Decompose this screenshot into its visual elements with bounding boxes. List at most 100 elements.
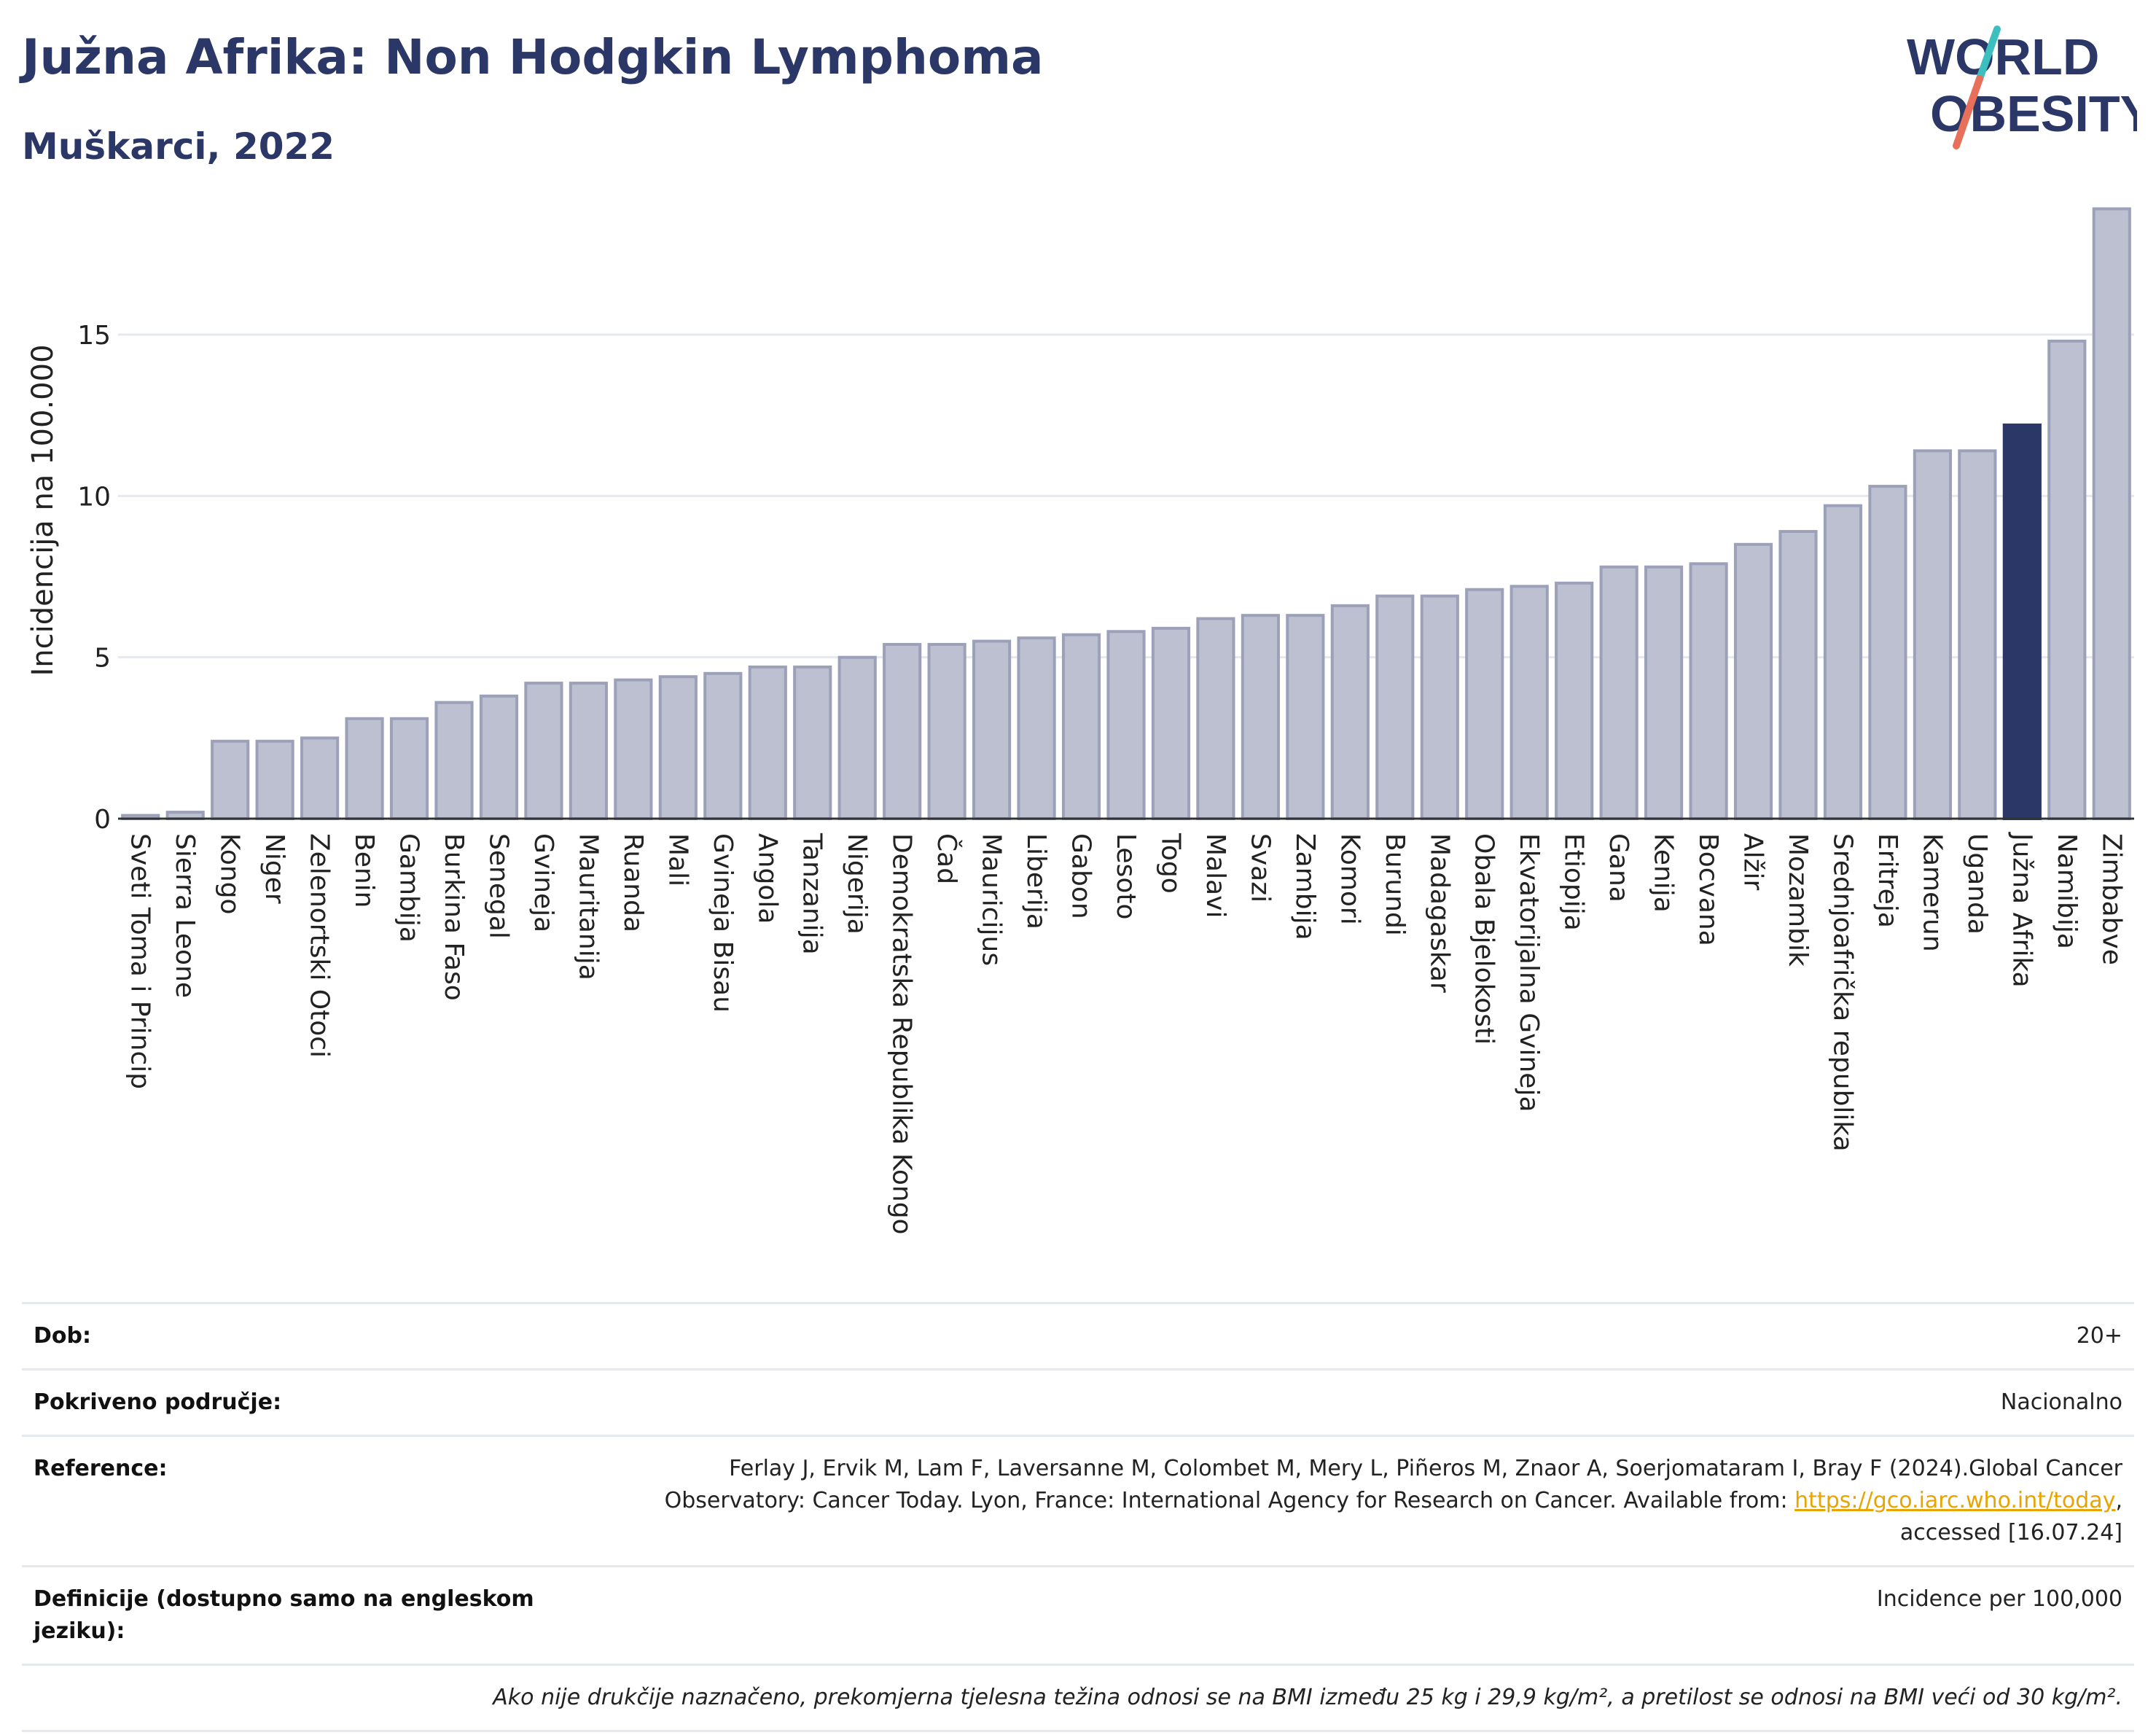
x-tick-label: Svazi [1245, 833, 1275, 902]
x-tick-label: Zimbabve [2096, 833, 2126, 965]
bar-zelenortski-otoci [300, 736, 340, 820]
bar-mauricijus [972, 639, 1012, 820]
logo-slash-top [1976, 26, 2001, 82]
bar-chart: Sveti Toma i Princip Sierra Leone Kongo Nig… [26, 207, 2134, 1235]
x-tick-labels: Sveti Toma i Princip Sierra Leone Kongo Nig… [125, 832, 2127, 1235]
x-tick-label: Mali [663, 833, 692, 886]
x-tick-label: Burundi [1380, 833, 1410, 936]
reference-link[interactable]: https://gco.iarc.who.int/today [1794, 1488, 2116, 1513]
bar-benin [345, 717, 384, 821]
logo-line1: WORLD [1907, 28, 2099, 85]
bar-namibija [2047, 339, 2087, 820]
bar-gabon [1061, 633, 1101, 821]
x-tick-label: Madagaskar [1424, 833, 1454, 993]
x-tick-label: Srednjoafrička republika [1827, 833, 1857, 1152]
x-tick-label: Togo [1155, 833, 1185, 894]
x-tick-label: Eritreja [1872, 833, 1902, 928]
x-tick-label: Malavi [1200, 833, 1230, 919]
bar-demokratska-republika-kongo [883, 642, 922, 820]
bar-etiopija [1555, 581, 1594, 821]
bar-zimbabve [2092, 207, 2131, 820]
bar-niger [255, 739, 294, 821]
info-row-note: Ako nije drukčije naznačeno, prekomjerna… [22, 1664, 2134, 1732]
bar-zambija [1286, 614, 1325, 820]
bar-kamerun [1913, 449, 1952, 821]
x-tick-label: Mauritanija [573, 833, 603, 980]
bar-južna-afrika [2002, 423, 2042, 820]
world-obesity-logo: WORLD OBESITY [1907, 26, 2137, 149]
x-tick-label: Sierra Leone [170, 833, 200, 998]
x-tick-label: Bocvana [1693, 833, 1723, 946]
x-tick-label: Mauricijus [977, 833, 1007, 966]
bar-burundi [1375, 594, 1415, 821]
y-tick-label: 10 [77, 482, 111, 512]
bar-mauritanija [569, 682, 608, 820]
x-tick-label: Senegal [483, 833, 513, 939]
bar-nigerija [837, 655, 877, 820]
x-tick-label: Benin [349, 833, 379, 908]
bar-mozambik [1778, 530, 1818, 821]
bar-gvineja [524, 682, 563, 820]
x-tick-label: Gvineja Bisau [708, 833, 738, 1013]
x-tick-label: Tanzanija [797, 833, 827, 955]
x-tick-label: Namibija [2052, 833, 2082, 949]
x-tick-label: Gvineja [528, 833, 558, 932]
x-tick-label: Zelenortski Otoci [305, 833, 335, 1058]
bar-ruanda [614, 678, 653, 820]
x-tick-label: Sveti Toma i Princip [125, 833, 155, 1089]
x-tick-label: Angola [752, 833, 782, 924]
x-tick-label: Liberija [1021, 833, 1051, 929]
bar-bocvana [1689, 562, 1728, 820]
bar-ekvatorijalna-gvineja [1509, 585, 1549, 820]
x-tick-label: Nigerija [842, 833, 872, 935]
bar-srednjoafrička-republika [1823, 504, 1863, 820]
age-value: 20+ [2076, 1323, 2122, 1349]
y-tick-label: 15 [77, 321, 111, 351]
x-tick-label: Južna Afrika [2007, 832, 2036, 988]
info-row-age: Dob: 20+ [22, 1302, 2134, 1368]
reference-value: Ferlay J, Ervik M, Lam F, Laversanne M, … [665, 1453, 2122, 1549]
x-tick-label: Komori [1335, 833, 1364, 925]
info-table: Dob: 20+ Pokriveno područje: Nacionalno … [22, 1302, 2134, 1732]
age-label: Dob: [34, 1323, 91, 1349]
bar-uganda [1958, 449, 1997, 821]
definitions-value: Incidence per 100,000 [1876, 1586, 2122, 1612]
x-tick-label: Kamerun [1917, 833, 1947, 952]
x-tick-label: Uganda [1962, 833, 1992, 935]
bar-mali [658, 675, 698, 821]
obesity-note: Ako nije drukčije naznačeno, prekomjerna… [493, 1685, 2122, 1710]
reference-line2: Observatory: Cancer Today. Lyon, France:… [664, 1488, 1795, 1513]
bar-komori [1330, 604, 1370, 820]
x-tick-label: Zambija [1290, 833, 1320, 940]
bar-eritreja [1868, 485, 1907, 820]
info-row-coverage: Pokriveno područje: Nacionalno [22, 1368, 2134, 1435]
bar-gvineja-bisau [703, 671, 743, 820]
y-tick-label: 5 [94, 644, 111, 674]
x-tick-label: Kenija [1649, 833, 1679, 913]
coverage-value: Nacionalno [2000, 1389, 2122, 1415]
x-tick-label: Gambija [394, 833, 424, 943]
bar-angola [748, 665, 787, 820]
reference-label: Reference: [34, 1456, 168, 1481]
bar-alžir [1733, 542, 1773, 821]
y-tick-label: 0 [94, 805, 111, 835]
bar-obala-bjelokosti [1465, 588, 1504, 820]
bar-svazi [1241, 614, 1280, 820]
page-title: Južna Afrika: Non Hodgkin Lymphoma [22, 29, 1044, 85]
bar-gambija [389, 717, 429, 821]
bar-kenija [1644, 565, 1684, 820]
x-tick-label: Ekvatorijalna Gvineja [1514, 833, 1544, 1112]
x-tick-label: Čad [931, 833, 962, 884]
y-axis-label: Incidencija na 100.000 [26, 344, 60, 676]
coverage-label: Pokriveno područje: [34, 1389, 282, 1415]
bar-kongo [211, 739, 250, 821]
reference-line2-end: , [2115, 1488, 2122, 1513]
x-tick-label: Ruanda [618, 833, 648, 932]
logo-slash-bottom [1953, 75, 1983, 149]
y-tick-labels: 0 5 10 15 [77, 321, 111, 835]
x-tick-label: Obala Bjelokosti [1469, 833, 1499, 1045]
page-subtitle: Muškarci, 2022 [22, 125, 335, 168]
x-tick-label: Gana [1604, 833, 1633, 902]
x-tick-label: Lesoto [1111, 833, 1141, 920]
info-row-definitions: Definicije (dostupno samo na engleskom j… [22, 1565, 2134, 1664]
